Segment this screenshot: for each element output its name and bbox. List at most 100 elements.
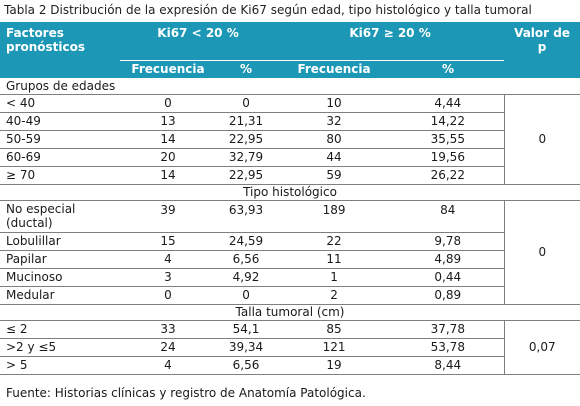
cell-freq-low: 39: [120, 199, 216, 232]
row-label: 40-49: [0, 111, 120, 130]
table-row: > 5 4 6,56 19 8,44: [0, 355, 580, 374]
cell-pvalue: 0: [503, 93, 580, 184]
cell-freq-low: 3: [120, 267, 216, 286]
cell-freq-high: 19: [276, 355, 393, 374]
cell-pct-low: 4,92: [216, 267, 277, 286]
cell-freq-low: 0: [120, 285, 216, 304]
table-row: 50-59 14 22,95 80 35,55: [0, 129, 580, 148]
cell-freq-low: 14: [120, 129, 216, 148]
cell-pct-high: 9,78: [392, 231, 505, 250]
cell-freq-high: 22: [276, 231, 393, 250]
cell-freq-low: 20: [120, 147, 216, 166]
section-title-row: Tipo histológico: [0, 183, 580, 200]
row-label: 50-59: [0, 129, 120, 148]
header-ki67-high: Ki67 ≥ 20 %: [276, 22, 505, 61]
table-row: Papilar 4 6,56 11 4,89: [0, 249, 580, 268]
table-row: >2 y ≤5 24 39,34 121 53,78: [0, 337, 580, 356]
table-row: No especial (ductal) 39 63,93 189 84 0: [0, 199, 580, 304]
row-label: > 5: [0, 355, 120, 374]
row-label: 60-69: [0, 147, 120, 166]
cell-freq-high: 1: [276, 267, 393, 286]
cell-pct-low: 54,1: [216, 319, 277, 338]
cell-pct-low: 39,34: [216, 337, 277, 356]
row-label: < 40: [0, 93, 120, 112]
header-factor: Factores pronósticos: [0, 22, 120, 78]
cell-freq-low: 0: [120, 93, 216, 112]
cell-pct-high: 8,44: [392, 355, 505, 374]
row-label: ≤ 2: [0, 319, 120, 338]
cell-freq-high: 189: [276, 199, 393, 232]
table-row: Medular 0 0 2 0,89: [0, 285, 580, 304]
cell-freq-high: 2: [276, 285, 393, 304]
row-label: ≥ 70: [0, 165, 120, 184]
cell-freq-low: 4: [120, 355, 216, 374]
cell-pct-high: 53,78: [392, 337, 505, 356]
table-source-note: Fuente: Historias clínicas y registro de…: [6, 386, 366, 400]
table-row: < 40 0 0 10 4,44 0: [0, 93, 580, 184]
cell-freq-high: 44: [276, 147, 393, 166]
cell-pct-low: 24,59: [216, 231, 277, 250]
table-row: Lobulillar 15 24,59 22 9,78: [0, 231, 580, 250]
table-row: 60-69 20 32,79 44 19,56: [0, 147, 580, 166]
cell-pct-high: 35,55: [392, 129, 505, 148]
cell-pct-low: 32,79: [216, 147, 277, 166]
row-label: No especial (ductal): [0, 199, 120, 232]
header-freq-low: Frecuencia: [120, 60, 216, 78]
row-label: Papilar: [0, 249, 120, 268]
cell-freq-low: 33: [120, 319, 216, 338]
cell-pct-high: 37,78: [392, 319, 505, 338]
header-pct-high: %: [392, 60, 505, 78]
header-row-main: Factores pronósticos Ki67 < 20 % Ki67 ≥ …: [0, 22, 580, 78]
cell-pvalue: 0: [503, 199, 580, 304]
cell-pct-low: 0: [216, 285, 277, 304]
header-freq-high: Frecuencia: [276, 60, 393, 78]
section-title-row: Talla tumoral (cm): [0, 303, 580, 320]
cell-freq-low: 15: [120, 231, 216, 250]
table-caption: Tabla 2 Distribución de la expresión de …: [4, 3, 532, 17]
cell-pct-low: 6,56: [216, 249, 277, 268]
cell-pct-high: 0,44: [392, 267, 505, 286]
row-label: Lobulillar: [0, 231, 120, 250]
cell-freq-low: 4: [120, 249, 216, 268]
cell-pct-low: 22,95: [216, 129, 277, 148]
row-label: >2 y ≤5: [0, 337, 120, 356]
cell-freq-high: 85: [276, 319, 393, 338]
cell-pvalue: 0,07: [503, 319, 580, 374]
header-ki67-low: Ki67 < 20 %: [120, 22, 277, 61]
table-row: ≥ 70 14 22,95 59 26,22: [0, 165, 580, 184]
cell-pct-high: 84: [392, 199, 505, 232]
section-title-row: Grupos de edades: [0, 78, 580, 94]
cell-freq-high: 32: [276, 111, 393, 130]
cell-pct-low: 63,93: [216, 199, 277, 232]
cell-pct-high: 19,56: [392, 147, 505, 166]
header-pct-low: %: [216, 60, 277, 78]
cell-freq-high: 59: [276, 165, 393, 184]
cell-pct-high: 14,22: [392, 111, 505, 130]
cell-pct-low: 21,31: [216, 111, 277, 130]
cell-freq-high: 80: [276, 129, 393, 148]
section-title: Tipo histológico: [0, 183, 580, 200]
cell-freq-high: 11: [276, 249, 393, 268]
cell-pct-high: 4,89: [392, 249, 505, 268]
ki67-distribution-table: Factores pronósticos Ki67 < 20 % Ki67 ≥ …: [0, 22, 580, 375]
cell-freq-low: 13: [120, 111, 216, 130]
row-label: Medular: [0, 285, 120, 304]
cell-pct-high: 26,22: [392, 165, 505, 184]
cell-pct-low: 0: [216, 93, 277, 112]
cell-pct-high: 0,89: [392, 285, 505, 304]
header-pvalue: Valor de p: [504, 22, 580, 78]
cell-freq-low: 24: [120, 337, 216, 356]
cell-freq-high: 121: [276, 337, 393, 356]
table-row: 40-49 13 21,31 32 14,22: [0, 111, 580, 130]
table-row: Mucinoso 3 4,92 1 0,44: [0, 267, 580, 286]
table-row: ≤ 2 33 54,1 85 37,78 0,07: [0, 319, 580, 374]
header-row-sub: Frecuencia % Frecuencia %: [0, 60, 580, 78]
cell-pct-low: 6,56: [216, 355, 277, 374]
cell-freq-low: 14: [120, 165, 216, 184]
row-label: Mucinoso: [0, 267, 120, 286]
cell-pct-high: 4,44: [392, 93, 505, 112]
section-title: Grupos de edades: [6, 78, 116, 93]
cell-pct-low: 22,95: [216, 165, 277, 184]
cell-freq-high: 10: [276, 93, 393, 112]
section-title: Talla tumoral (cm): [0, 303, 580, 320]
